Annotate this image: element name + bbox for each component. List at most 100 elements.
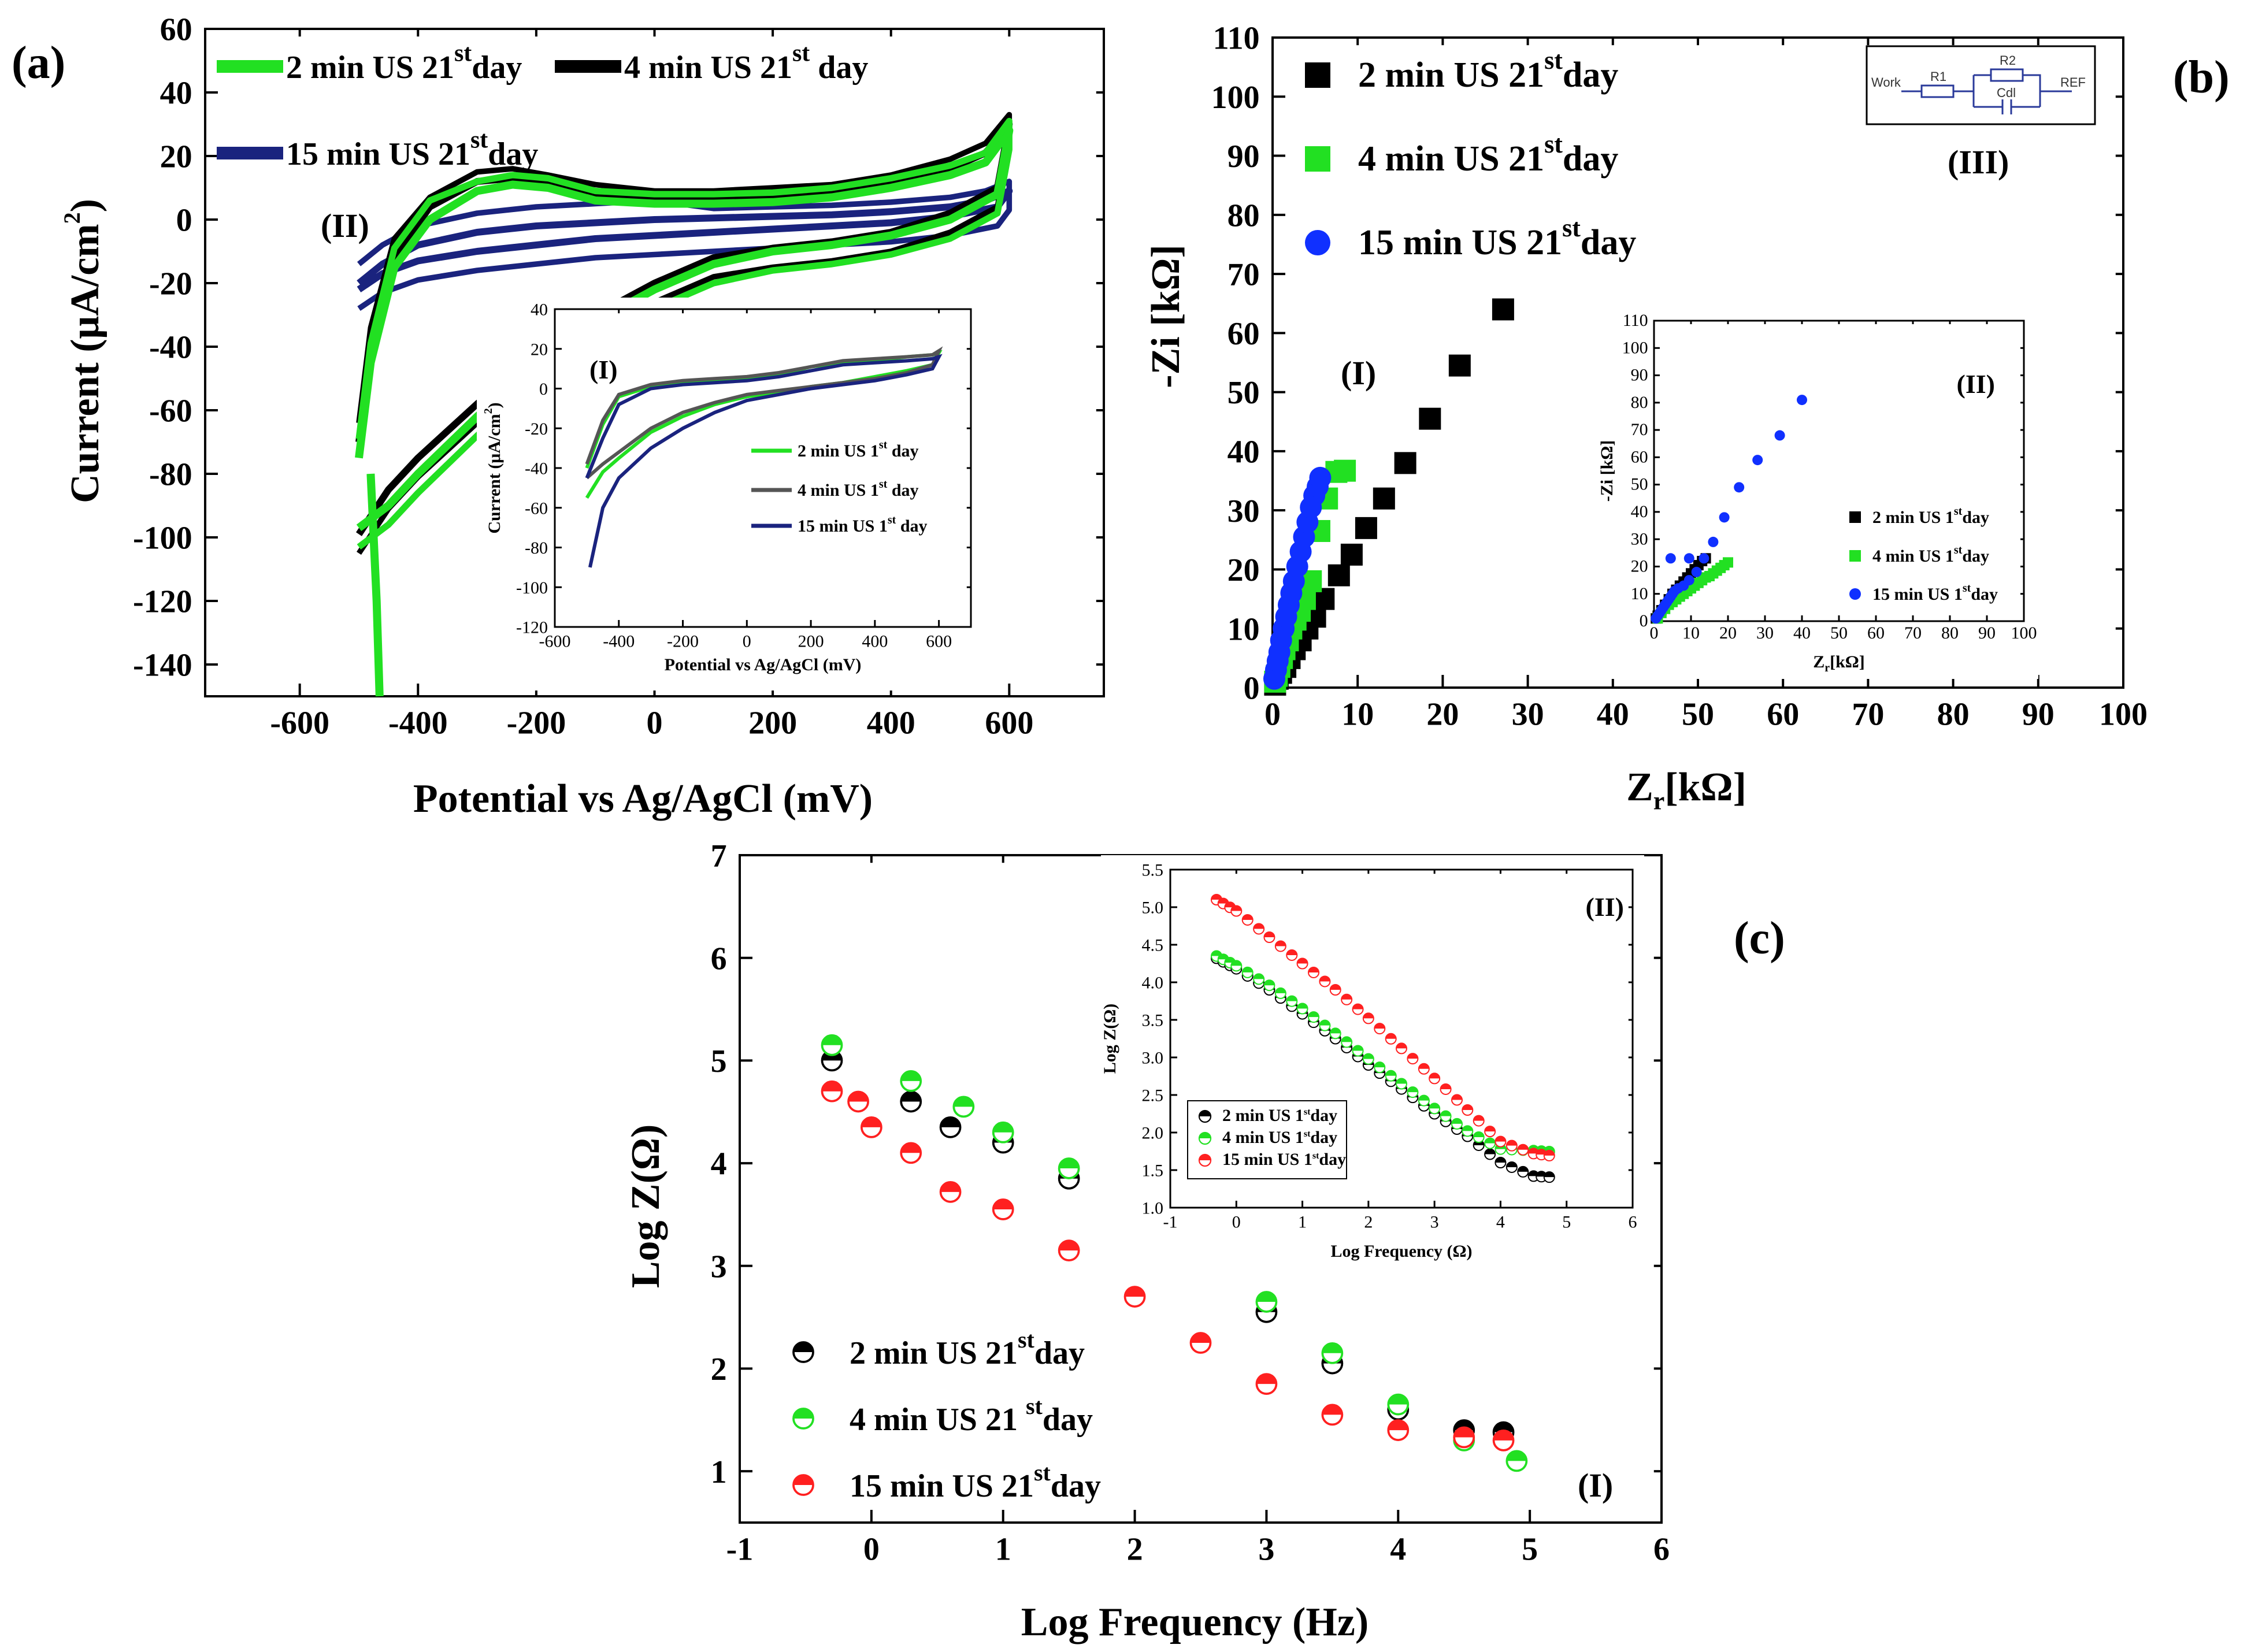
b-legend-label-tail: day bbox=[1581, 223, 1636, 262]
a-inset-legend-label: 2 min US 1st day bbox=[798, 439, 919, 461]
c-inset-data-point bbox=[1352, 1045, 1364, 1057]
c-inset-x-tick-label: 0 bbox=[1232, 1213, 1241, 1232]
b-inset-y-tick-label: 80 bbox=[1631, 393, 1648, 412]
a-y-tick-label: -60 bbox=[149, 393, 192, 429]
b-legend-label-main: 2 min US 21 bbox=[1358, 55, 1544, 95]
c-inset-data-point-fill bbox=[1286, 949, 1297, 955]
c-data-point-fill bbox=[940, 1182, 961, 1192]
c-data-point-fill bbox=[1256, 1291, 1277, 1302]
b-y-tick-label: 20 bbox=[1228, 552, 1260, 588]
b-y-tick-label: 60 bbox=[1228, 316, 1260, 352]
c-inset-y-tick-label: 3.0 bbox=[1142, 1049, 1164, 1068]
c-inset-data-point-fill bbox=[1363, 1053, 1374, 1059]
c-data-point bbox=[900, 1142, 922, 1164]
c-inset-data-point bbox=[1296, 957, 1308, 970]
b-circuit-parallel bbox=[1972, 74, 2041, 108]
c-inset-data-point-fill bbox=[1407, 1087, 1418, 1093]
c-inset-legend-marker-fill bbox=[1199, 1111, 1211, 1116]
c-inset-data-point bbox=[1473, 1131, 1485, 1144]
c-legend-label-tail: day bbox=[1051, 1468, 1101, 1504]
c-x-axis-label: Log Frequency (Hz) bbox=[1021, 1600, 1369, 1644]
a-legend-label-main: 15 min US 21 bbox=[286, 136, 470, 172]
c-data-point bbox=[1058, 1239, 1080, 1261]
b-legend-label-tail: day bbox=[1563, 55, 1618, 95]
c-inset-data-point-fill bbox=[1231, 905, 1242, 911]
c-inset-data-point bbox=[1362, 1053, 1374, 1065]
b-x-tick-label: 0 bbox=[1264, 696, 1281, 732]
c-data-point bbox=[1492, 1429, 1515, 1451]
a-legend-label-main: 4 min US 21 bbox=[624, 50, 792, 86]
c-inset-legend-marker bbox=[1198, 1153, 1212, 1167]
c-inset-data-point bbox=[1263, 979, 1275, 992]
c-inset-x-tick-label: 3 bbox=[1430, 1213, 1439, 1232]
a-x-tick-label: 400 bbox=[867, 705, 915, 741]
c-inset-data-point bbox=[1495, 1135, 1507, 1148]
b-legend-label: 2 min US 21stday bbox=[1358, 46, 1618, 95]
c-inset-data-point-fill bbox=[1440, 1111, 1451, 1116]
c-inset-data-point bbox=[1407, 1086, 1419, 1098]
c-inset-data-point-fill bbox=[1518, 1166, 1529, 1172]
a-inset-plot-tag: (I) bbox=[589, 355, 618, 384]
c-inset-data-point bbox=[1341, 993, 1353, 1005]
a-legend-label-tail: day bbox=[810, 50, 868, 86]
a-inset-legend-label-tail: day bbox=[887, 441, 918, 461]
c-data-point bbox=[1321, 1404, 1344, 1426]
c-inset-y-tick-label: 4.0 bbox=[1142, 974, 1164, 993]
b-circuit-tag: (III) bbox=[1948, 143, 2009, 181]
b-inset-legend-label-sup: st bbox=[1963, 582, 1971, 595]
a-y-axis-label-main: Current (μA/cm bbox=[63, 224, 107, 503]
c-inset-data-point-fill bbox=[1352, 1004, 1363, 1009]
c-inset-data-point bbox=[1374, 1061, 1386, 1074]
c-x-tick-label: 6 bbox=[1653, 1531, 1670, 1567]
b-x-tick-label: 30 bbox=[1512, 696, 1544, 732]
c-inset-data-point-fill bbox=[1506, 1161, 1517, 1167]
c-inset-data-point-fill bbox=[1374, 1023, 1385, 1029]
b-circuit-cdl bbox=[2001, 99, 2012, 114]
b-inset-x-axis-label: Zr[kΩ] bbox=[1813, 652, 1865, 674]
c-inset-data-point-fill bbox=[1518, 1144, 1529, 1150]
c-inset-legend-label: 4 min US 1stday bbox=[1222, 1128, 1337, 1147]
b-legend-label-sup: st bbox=[1544, 130, 1563, 158]
a-legend-label: 4 min US 21st day bbox=[624, 40, 868, 86]
c-x-tick-label: 4 bbox=[1390, 1531, 1406, 1567]
c-inset-data-point-fill bbox=[1363, 1013, 1374, 1019]
c-data-point-fill bbox=[1388, 1420, 1408, 1431]
b-x-axis-label-tail: [kΩ] bbox=[1664, 765, 1746, 810]
c-data-point-fill bbox=[1191, 1333, 1211, 1343]
a-inset-y-axis-label: Current (μA/cm2) bbox=[482, 402, 504, 533]
c-inset-data-point-fill bbox=[1242, 967, 1253, 972]
b-inset-legend-marker bbox=[1849, 511, 1861, 523]
c-inset-data-point-fill bbox=[1211, 894, 1222, 900]
b-inset-y-tick-label: 90 bbox=[1631, 366, 1648, 385]
b-circuit-diagram: Work R1 R2 Cdl REF bbox=[1866, 45, 2096, 125]
c-inset-data-point bbox=[1341, 1036, 1353, 1048]
b-inset-legend-label-main: 2 min US 1 bbox=[1872, 508, 1954, 527]
b-y-tick-label: 80 bbox=[1228, 198, 1260, 233]
c-inset-data-point bbox=[1407, 1053, 1419, 1065]
c-inset-data-point bbox=[1319, 1019, 1331, 1031]
b-circuit-label-r2: R2 bbox=[2000, 53, 2016, 68]
c-inset-data-point bbox=[1462, 1104, 1474, 1116]
b-y-tick-label: 30 bbox=[1228, 493, 1260, 529]
b-x-tick-label: 20 bbox=[1426, 696, 1459, 732]
b-inset-x-tick-label: 50 bbox=[1830, 623, 1848, 643]
c-inset-y-tick-label: 3.5 bbox=[1142, 1011, 1164, 1030]
a-legend-label-sup: st bbox=[454, 40, 472, 67]
c-inset-legend-marker bbox=[1198, 1131, 1212, 1145]
b-x-tick-label: 60 bbox=[1767, 696, 1799, 732]
c-inset-plot-frame bbox=[1169, 868, 1634, 1209]
a-y-tick-label: 40 bbox=[160, 76, 192, 112]
b-y-tick-label: 0 bbox=[1244, 671, 1260, 707]
c-x-tick-label: -1 bbox=[726, 1531, 754, 1567]
a-x-axis-label: Potential vs Ag/AgCl (mV) bbox=[413, 777, 873, 821]
b-y-tick-label: 90 bbox=[1228, 139, 1260, 175]
b-inset-legend-label: 4 min US 1stday bbox=[1872, 544, 1989, 566]
c-data-point bbox=[821, 1080, 843, 1102]
a-x-tick-label: -600 bbox=[270, 705, 329, 741]
a-x-tick-label: 600 bbox=[985, 705, 1033, 741]
c-legend-label-main: 2 min US 21 bbox=[850, 1335, 1018, 1371]
c-inset-y-axis-label: Log Z(Ω) bbox=[1100, 1004, 1119, 1074]
b-inset-x-tick-label: 40 bbox=[1793, 623, 1811, 643]
c-inset-legend-label-main: 2 min US 1 bbox=[1222, 1106, 1304, 1125]
a-inset-cv-loop bbox=[585, 346, 943, 480]
